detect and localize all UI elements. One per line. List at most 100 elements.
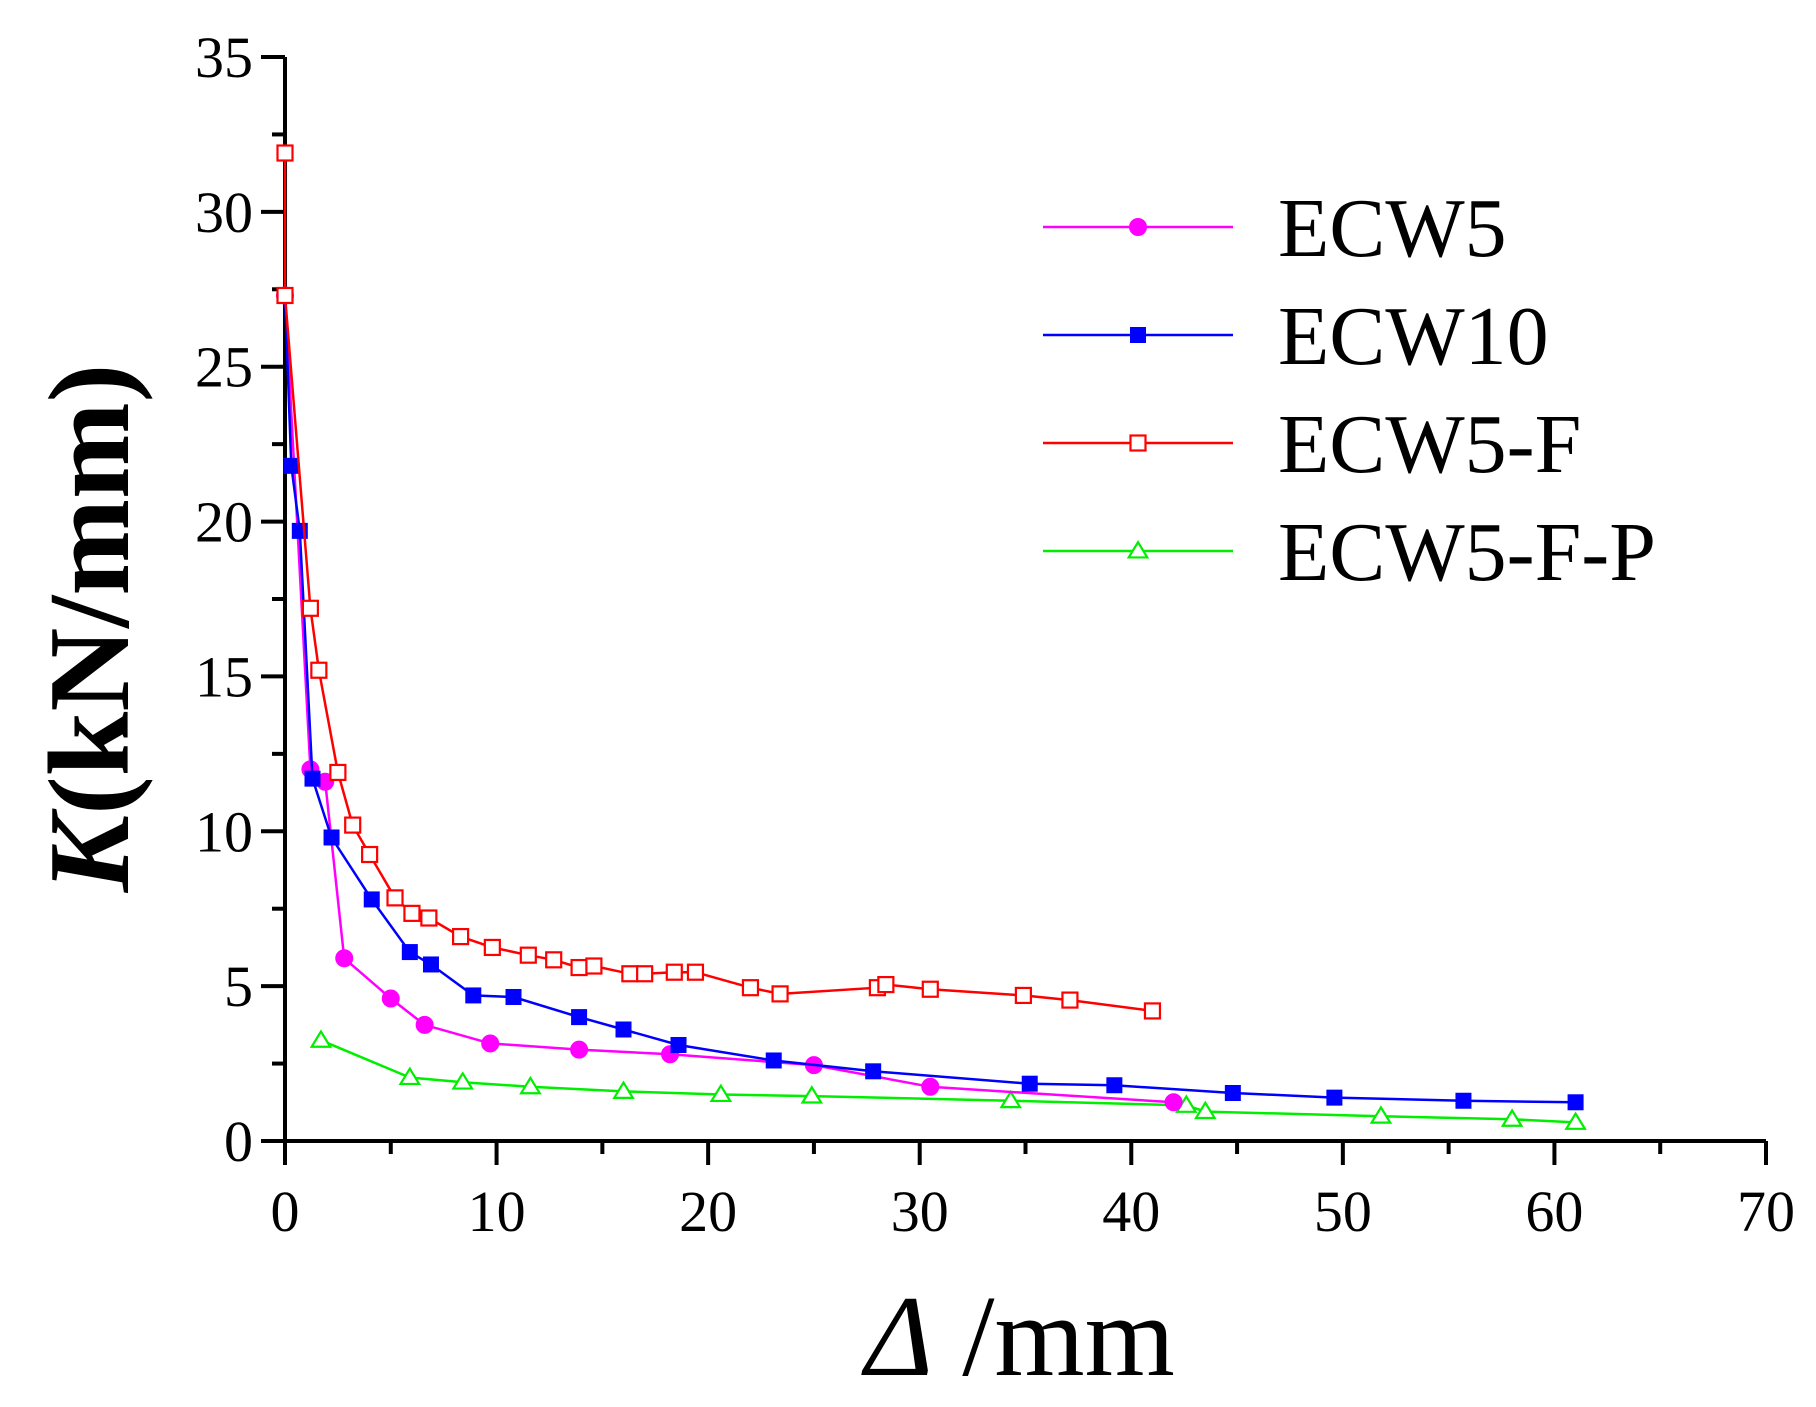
series-ecw5-f-p xyxy=(309,1029,1587,1130)
data-point-ecw5-f-p xyxy=(1564,1111,1587,1130)
data-point-ecw5-f xyxy=(1061,991,1079,1009)
x-axis-title-symbol: Δ xyxy=(861,1273,933,1401)
data-point-ecw5-f xyxy=(686,963,705,981)
data-point-ecw5-f xyxy=(386,889,404,907)
data-point-ecw10 xyxy=(865,1063,882,1080)
data-point-ecw10 xyxy=(505,988,522,1005)
data-point-ecw5-f xyxy=(519,946,537,964)
data-point-ecw5-f-p xyxy=(398,1066,422,1086)
data-point-ecw5-f xyxy=(310,661,328,679)
x-tick-label: 40 xyxy=(1102,1179,1160,1244)
x-tick-label: 30 xyxy=(891,1179,949,1244)
data-point-ecw5-f xyxy=(1143,1002,1162,1020)
data-point-ecw5-f xyxy=(570,958,588,977)
data-point-ecw5 xyxy=(921,1077,940,1096)
series-line-ecw5-f xyxy=(283,153,1153,1013)
data-point-ecw5 xyxy=(381,989,400,1008)
data-point-ecw10 xyxy=(1021,1075,1038,1092)
x-tick-label: 70 xyxy=(1737,1179,1795,1244)
y-tick-label: 30 xyxy=(195,180,253,245)
data-point-ecw10 xyxy=(1224,1084,1241,1101)
data-point-ecw5-f xyxy=(483,938,501,957)
data-point-ecw5-f-p xyxy=(800,1085,824,1104)
data-point-ecw5-f-p xyxy=(1194,1100,1217,1120)
legend: ECW5 ECW10 ECW5-F ECW5-F-P xyxy=(1043,182,1656,599)
axis-titles: Δ /mm K(kN/mm) xyxy=(26,364,1175,1401)
y-tick-label: 5 xyxy=(224,954,253,1019)
x-axis-title: Δ /mm xyxy=(861,1273,1175,1401)
data-point-ecw5-f xyxy=(771,985,789,1003)
legend-label-ecw10: ECW10 xyxy=(1278,290,1549,383)
x-tick-label: 60 xyxy=(1525,1179,1583,1244)
data-point-ecw5-f xyxy=(621,965,639,983)
data-point-ecw5-f xyxy=(276,286,294,305)
y-tick-label: 15 xyxy=(195,644,253,709)
data-point-ecw5-f-p xyxy=(1500,1108,1524,1127)
data-point-ecw5 xyxy=(335,949,354,968)
data-point-ecw10 xyxy=(283,457,300,474)
y-tick-label: 0 xyxy=(224,1109,253,1174)
data-point-ecw5-f-p xyxy=(451,1071,474,1090)
data-point-ecw5 xyxy=(1164,1093,1183,1112)
legend-marker-ecw5 xyxy=(1129,218,1147,236)
legend-marker-ecw10 xyxy=(1130,327,1146,343)
data-point-ecw10 xyxy=(765,1052,782,1069)
data-point-ecw5-f-p xyxy=(309,1029,333,1048)
series-ecw5 xyxy=(276,286,1183,1112)
y-axis-title-symbol: K xyxy=(26,808,154,893)
y-tick-label: 10 xyxy=(195,799,253,864)
data-point-ecw5-f xyxy=(741,979,760,997)
data-point-ecw5-f xyxy=(636,965,654,983)
legend-item-ecw5-f: ECW5-F xyxy=(1043,398,1581,491)
legend-marker-ecw5-f-p xyxy=(1126,540,1150,559)
plot-area xyxy=(276,144,1587,1130)
data-point-ecw5-f xyxy=(452,927,470,946)
data-point-ecw10 xyxy=(323,829,340,846)
data-point-ecw5-f-p xyxy=(612,1080,635,1099)
series-ecw5-f xyxy=(276,144,1162,1020)
data-point-ecw10 xyxy=(1106,1077,1123,1094)
data-point-ecw10 xyxy=(422,956,439,973)
data-point-ecw5-f-p xyxy=(519,1075,542,1095)
data-point-ecw5-f xyxy=(665,963,683,981)
data-point-ecw5-f xyxy=(921,980,939,998)
data-point-ecw5-f xyxy=(545,951,563,969)
series-ecw10 xyxy=(277,287,1584,1111)
legend-label-ecw5-f-p: ECW5-F-P xyxy=(1278,506,1656,599)
data-point-ecw5-f xyxy=(301,599,319,617)
x-tick-label: 50 xyxy=(1314,1179,1372,1244)
data-point-ecw5-f-p xyxy=(999,1089,1022,1109)
data-point-ecw10 xyxy=(1455,1092,1472,1109)
series-line-ecw5-f-p xyxy=(320,1039,1576,1124)
data-point-ecw5-f xyxy=(344,816,362,834)
legend-marker-ecw5-f xyxy=(1129,434,1147,452)
legend-item-ecw5: ECW5 xyxy=(1043,182,1507,275)
data-point-ecw10 xyxy=(401,944,418,961)
x-tick-label: 0 xyxy=(271,1179,300,1244)
data-point-ecw5-f xyxy=(361,845,379,864)
x-tick-label: 20 xyxy=(679,1179,737,1244)
data-point-ecw5-f xyxy=(329,763,347,782)
data-point-ecw5-f xyxy=(276,144,294,162)
data-point-ecw10 xyxy=(1567,1094,1584,1111)
x-tick-label: 10 xyxy=(468,1179,526,1244)
data-point-ecw5-f xyxy=(403,904,421,922)
legend-item-ecw10: ECW10 xyxy=(1043,290,1549,383)
data-point-ecw5 xyxy=(570,1040,589,1059)
y-tick-label: 20 xyxy=(195,490,253,555)
data-point-ecw10 xyxy=(670,1036,687,1053)
data-point-ecw5-f-p xyxy=(1369,1105,1393,1124)
y-tick-label: 35 xyxy=(195,25,253,90)
y-axis-title: K(kN/mm) xyxy=(26,364,154,893)
x-axis-title-unit: /mm xyxy=(933,1273,1175,1401)
data-point-ecw5-f xyxy=(1014,986,1032,1005)
data-point-ecw10 xyxy=(615,1021,632,1038)
data-point-ecw10 xyxy=(465,987,482,1004)
data-point-ecw5-f xyxy=(877,975,895,994)
legend-item-ecw5-f-p: ECW5-F-P xyxy=(1043,506,1656,599)
data-point-ecw5 xyxy=(481,1034,500,1053)
data-point-ecw5 xyxy=(415,1015,434,1034)
data-point-ecw10 xyxy=(363,891,380,908)
data-point-ecw5-f xyxy=(420,909,438,927)
